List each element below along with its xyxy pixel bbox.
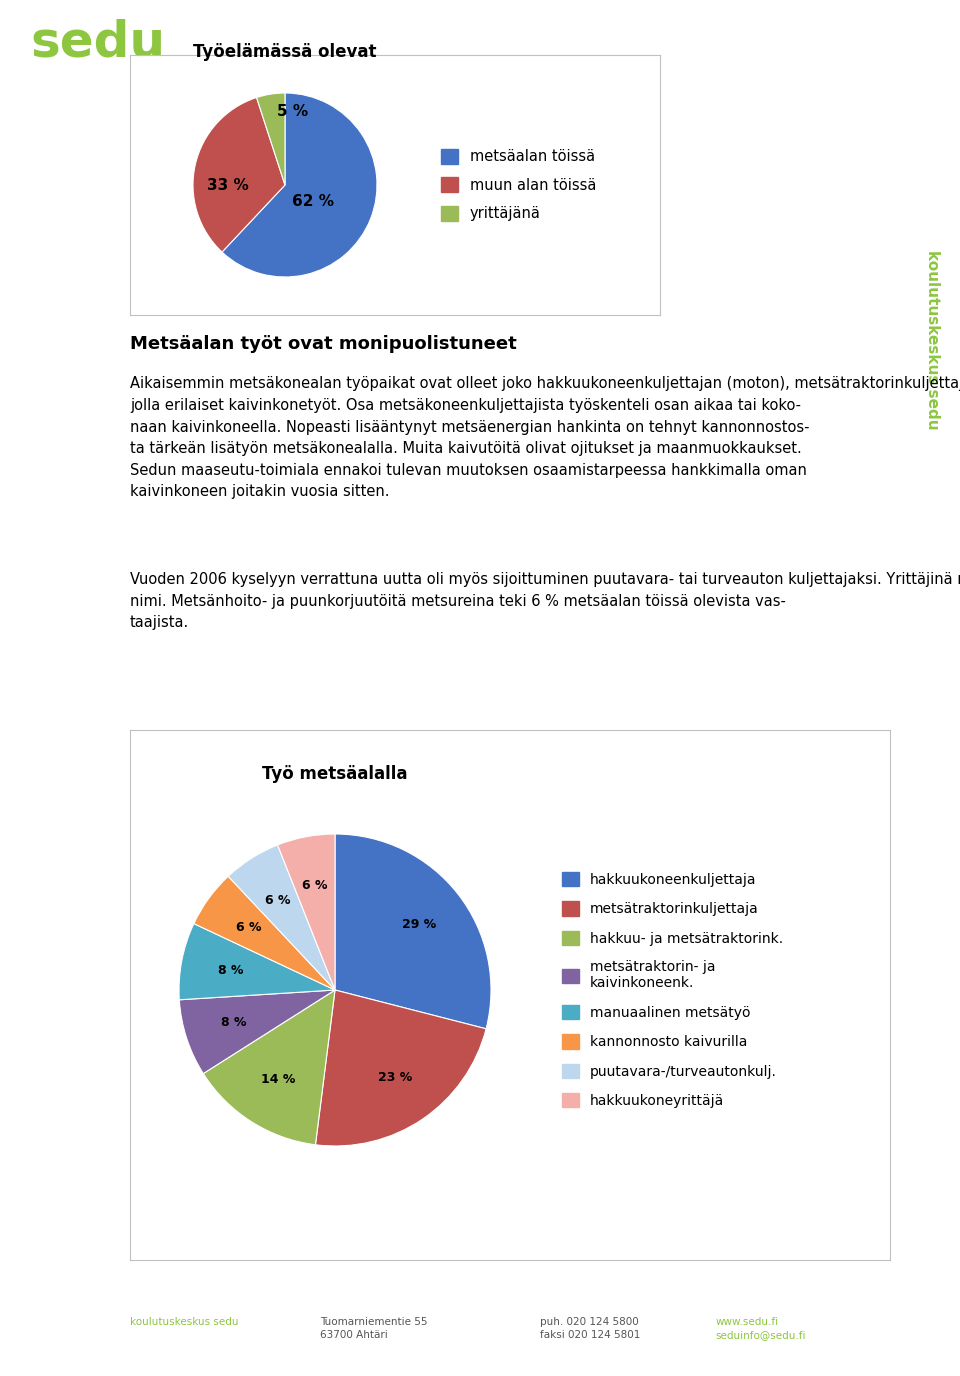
Wedge shape — [316, 989, 486, 1146]
Text: 5 %: 5 % — [276, 105, 308, 118]
Wedge shape — [335, 834, 491, 1029]
Text: 33 %: 33 % — [207, 178, 249, 193]
Text: puh. 020 124 5800
faksi 020 124 5801: puh. 020 124 5800 faksi 020 124 5801 — [540, 1317, 640, 1340]
Wedge shape — [277, 834, 335, 989]
Text: 14 %: 14 % — [261, 1073, 296, 1086]
Wedge shape — [193, 98, 285, 252]
Title: Työelämässä olevat: Työelämässä olevat — [193, 43, 376, 61]
Text: www.sedu.fi
seduinfo@sedu.fi: www.sedu.fi seduinfo@sedu.fi — [715, 1317, 805, 1340]
Legend: metsäalan töissä, muun alan töissä, yrittäjänä: metsäalan töissä, muun alan töissä, yrit… — [435, 143, 602, 227]
Text: sedu: sedu — [30, 18, 165, 66]
Text: 6 %: 6 % — [236, 921, 262, 934]
Text: 6 %: 6 % — [302, 879, 328, 892]
Text: koulutuskeskus sedu: koulutuskeskus sedu — [925, 250, 940, 429]
Wedge shape — [179, 923, 335, 1000]
Text: 62 %: 62 % — [292, 194, 334, 209]
Wedge shape — [204, 989, 335, 1145]
Text: 8 %: 8 % — [218, 963, 244, 977]
Text: Tuomarniementie 55
63700 Ahtäri: Tuomarniementie 55 63700 Ahtäri — [320, 1317, 427, 1340]
Text: Metsäalan työt ovat monipuolistuneet: Metsäalan työt ovat monipuolistuneet — [130, 334, 516, 354]
Text: 6 %: 6 % — [265, 894, 291, 907]
Wedge shape — [256, 94, 285, 184]
Text: Aikaisemmin metsäkonealan työpaikat ovat olleet joko hakkuukoneenkuljettajan (mo: Aikaisemmin metsäkonealan työpaikat ovat… — [130, 377, 960, 499]
Wedge shape — [194, 877, 335, 989]
Wedge shape — [222, 94, 377, 277]
Title: Työ metsäalalla: Työ metsäalalla — [262, 765, 408, 783]
Legend: hakkuukoneenkuljettaja, metsätraktorinkuljettaja, hakkuu- ja metsätraktorink., m: hakkuukoneenkuljettaja, metsätraktorinku… — [557, 867, 788, 1113]
Wedge shape — [180, 989, 335, 1073]
Text: 23 %: 23 % — [377, 1072, 412, 1084]
Text: Vuoden 2006 kyselyyn verrattuna uutta oli myös sijoittuminen puutavara- tai turv: Vuoden 2006 kyselyyn verrattuna uutta ol… — [130, 572, 960, 630]
Wedge shape — [228, 845, 335, 989]
Text: 29 %: 29 % — [401, 919, 436, 932]
Text: 8 %: 8 % — [222, 1017, 247, 1029]
Text: koulutuskeskus sedu: koulutuskeskus sedu — [130, 1317, 238, 1326]
